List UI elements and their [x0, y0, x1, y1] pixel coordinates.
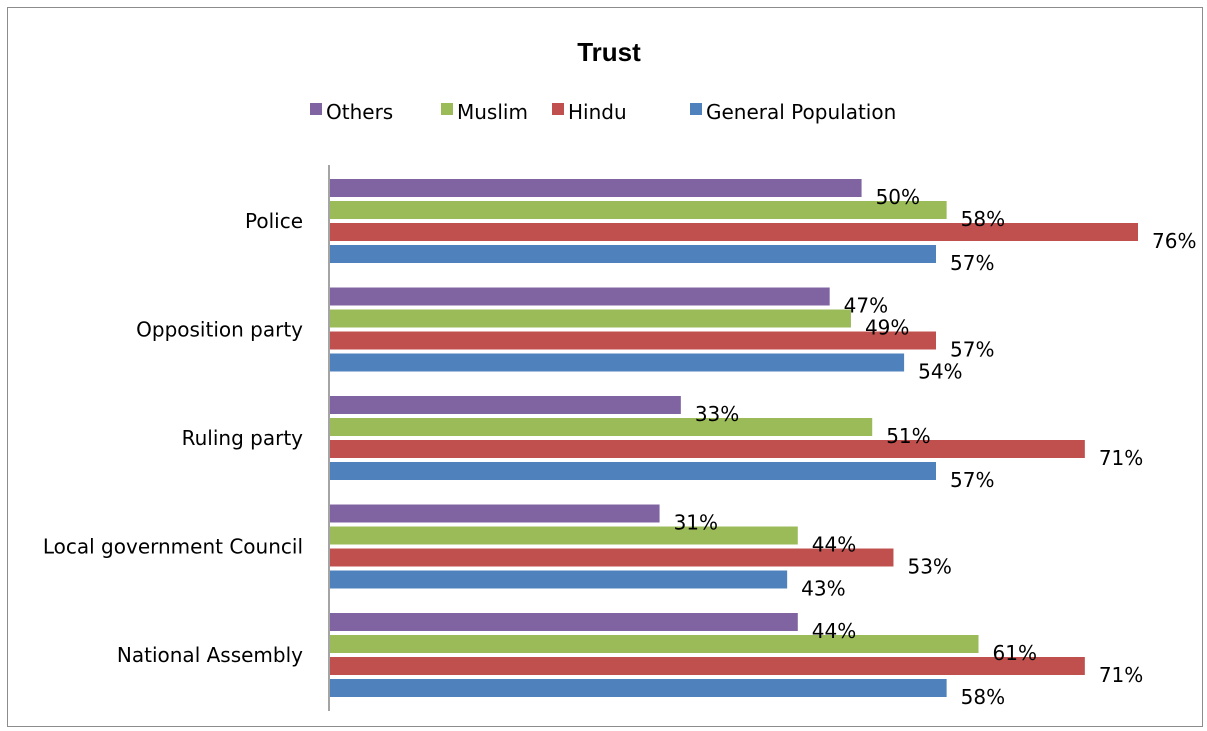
value-label-local-government-council-hindu: 53% — [907, 555, 951, 579]
bar-local-government-council-general-population — [330, 570, 788, 589]
value-label-national-assembly-general-population: 58% — [961, 685, 1005, 709]
bar-opposition-party-others — [330, 287, 830, 306]
bar-ruling-party-hindu — [330, 440, 1085, 458]
value-labels: 50%58%76%57%47%49%57%54%33%51%71%57%31%4… — [674, 185, 1197, 709]
value-label-ruling-party-others: 33% — [695, 402, 739, 426]
category-label-opposition-party: Opposition party — [136, 318, 303, 342]
value-label-police-muslim: 58% — [961, 207, 1005, 231]
value-label-police-hindu: 76% — [1152, 229, 1196, 253]
value-label-ruling-party-general-population: 57% — [950, 468, 994, 492]
value-label-opposition-party-muslim: 49% — [865, 316, 909, 340]
chart-legend: Others Muslim Hindu General Population — [310, 100, 896, 124]
bar-group — [330, 179, 1138, 697]
bar-ruling-party-others — [330, 396, 681, 414]
value-label-ruling-party-hindu: 71% — [1099, 446, 1143, 470]
bar-national-assembly-general-population — [330, 679, 947, 697]
legend-label-hindu: Hindu — [568, 100, 627, 124]
category-labels: Police Opposition party Ruling party Local … — [43, 209, 303, 667]
legend-swatch-others — [310, 103, 322, 115]
bar-ruling-party-muslim — [330, 418, 873, 436]
bar-national-assembly-hindu — [330, 657, 1085, 675]
value-label-police-general-population: 57% — [950, 251, 994, 275]
value-label-national-assembly-others: 44% — [812, 619, 856, 643]
legend-swatch-muslim — [441, 103, 453, 115]
bar-national-assembly-muslim — [330, 635, 979, 653]
legend-label-others: Others — [326, 100, 393, 124]
value-label-opposition-party-others: 47% — [844, 294, 888, 318]
legend-swatch-hindu — [552, 103, 564, 115]
value-label-opposition-party-general-population: 54% — [918, 360, 962, 384]
category-label-ruling-party: Ruling party — [182, 426, 304, 450]
bar-opposition-party-muslim — [330, 309, 851, 328]
category-label-police: Police — [245, 209, 303, 233]
bar-police-others — [330, 179, 862, 197]
bar-ruling-party-general-population — [330, 462, 936, 480]
value-label-ruling-party-muslim: 51% — [886, 424, 930, 448]
legend-swatch-general-population — [690, 103, 702, 115]
bar-opposition-party-hindu — [330, 331, 936, 350]
value-label-opposition-party-hindu: 57% — [950, 338, 994, 362]
value-label-local-government-council-muslim: 44% — [812, 533, 856, 557]
value-label-local-government-council-general-population: 43% — [801, 577, 845, 601]
category-label-local-government-council: Local government Council — [43, 535, 303, 559]
legend-label-muslim: Muslim — [457, 100, 528, 124]
legend-label-general-population: General Population — [706, 100, 896, 124]
value-label-police-others: 50% — [876, 185, 920, 209]
value-label-national-assembly-muslim: 61% — [993, 641, 1037, 665]
bar-opposition-party-general-population — [330, 353, 905, 372]
category-label-national-assembly: National Assembly — [117, 643, 303, 667]
chart-title: Trust — [577, 37, 641, 67]
bar-police-general-population — [330, 245, 936, 263]
value-label-national-assembly-hindu: 71% — [1099, 663, 1143, 687]
bar-police-hindu — [330, 223, 1138, 241]
value-label-local-government-council-others: 31% — [674, 511, 718, 535]
bar-police-muslim — [330, 201, 947, 219]
bar-local-government-council-hindu — [330, 548, 894, 567]
bar-local-government-council-muslim — [330, 526, 798, 545]
bar-local-government-council-others — [330, 504, 660, 523]
bar-national-assembly-others — [330, 613, 798, 631]
